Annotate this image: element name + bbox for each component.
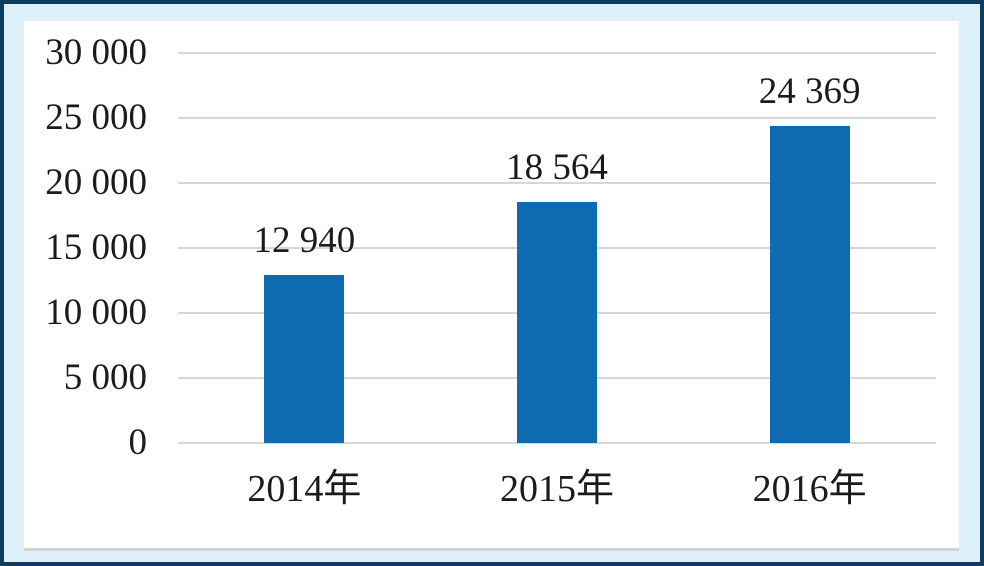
gridline bbox=[178, 117, 936, 119]
x-axis-category-label: 2016年 bbox=[752, 468, 867, 510]
bar-value-label: 12 940 bbox=[253, 219, 356, 261]
y-axis-tick-label: 10 000 bbox=[45, 292, 147, 333]
gridline bbox=[178, 442, 936, 444]
gridline bbox=[178, 182, 936, 184]
y-axis-tick-label: 20 000 bbox=[45, 162, 147, 203]
chart-panel: 0 5 000 10 000 15 000 20 000 25 000 30 000 12 9… bbox=[24, 21, 959, 548]
y-axis-tick-label: 30 000 bbox=[45, 32, 147, 73]
x-axis-category-label: 2014年 bbox=[247, 468, 362, 510]
y-axis-tick-label: 5 000 bbox=[63, 357, 147, 398]
y-axis-tick-label: 0 bbox=[128, 422, 148, 463]
y-axis-tick-label: 15 000 bbox=[45, 227, 147, 268]
bar-value-label: 24 369 bbox=[758, 71, 861, 113]
bar-2 bbox=[517, 201, 597, 443]
bar-value-label: 18 564 bbox=[506, 146, 608, 188]
bar-1 bbox=[264, 274, 345, 443]
x-axis-category-label: 2015年 bbox=[499, 468, 614, 510]
y-axis-tick-label: 25 000 bbox=[45, 97, 147, 138]
bar-3 bbox=[769, 126, 850, 443]
gridline bbox=[178, 52, 936, 54]
